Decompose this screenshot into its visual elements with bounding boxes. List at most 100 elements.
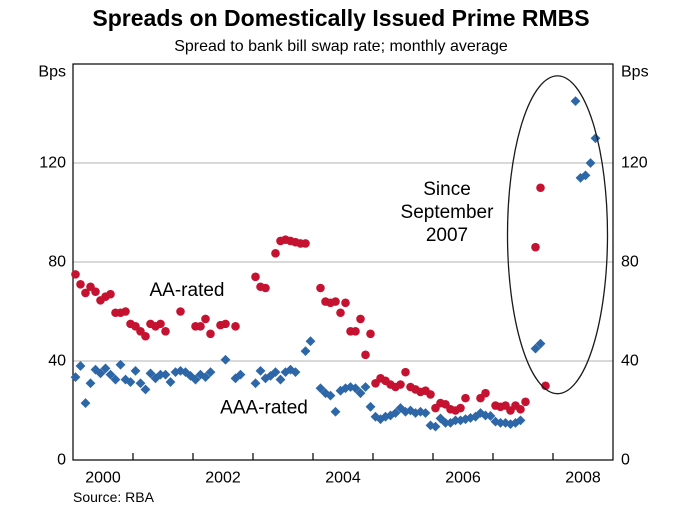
data-point bbox=[531, 242, 540, 252]
data-point bbox=[345, 382, 356, 392]
data-point bbox=[275, 374, 286, 385]
data-point bbox=[100, 363, 111, 374]
data-point bbox=[156, 319, 165, 329]
data-point bbox=[440, 417, 451, 428]
data-point bbox=[361, 350, 370, 360]
y-tick-label: 80 bbox=[621, 254, 639, 271]
data-point bbox=[485, 411, 496, 421]
data-point bbox=[81, 288, 90, 298]
y-tick-label: 40 bbox=[48, 353, 66, 370]
data-point bbox=[235, 369, 246, 380]
data-point bbox=[250, 378, 261, 389]
data-point bbox=[366, 329, 375, 339]
data-point bbox=[315, 383, 326, 394]
data-point bbox=[530, 343, 541, 354]
data-point bbox=[145, 368, 156, 379]
y-tick-label: 0 bbox=[57, 452, 66, 469]
y-axis-unit-right: Bps bbox=[621, 64, 649, 81]
data-point bbox=[231, 322, 240, 331]
annotation-line-1: Since bbox=[423, 179, 471, 200]
data-point bbox=[500, 417, 511, 428]
data-point bbox=[305, 336, 316, 347]
data-point bbox=[570, 96, 581, 107]
source-note: Source: RBA bbox=[73, 489, 155, 505]
data-point bbox=[385, 410, 396, 421]
aaa-rated-points bbox=[70, 96, 601, 432]
data-point bbox=[105, 369, 116, 380]
annotation-since-september-2007: Since September 2007 bbox=[401, 179, 495, 246]
data-point bbox=[515, 415, 526, 426]
data-point bbox=[426, 390, 435, 399]
data-point bbox=[420, 408, 431, 418]
series-label-aa-rated: AA-rated bbox=[150, 280, 225, 301]
aa-rated-points bbox=[71, 183, 550, 415]
data-point bbox=[165, 377, 176, 387]
data-point bbox=[316, 283, 325, 293]
data-point bbox=[370, 411, 381, 422]
data-point bbox=[140, 384, 151, 395]
data-point bbox=[190, 374, 201, 385]
data-point bbox=[535, 338, 546, 349]
plot-border bbox=[72, 63, 614, 461]
data-point bbox=[495, 417, 506, 428]
data-point bbox=[200, 372, 211, 382]
data-point bbox=[330, 406, 341, 417]
data-point bbox=[396, 380, 405, 389]
x-year-label: 2000 bbox=[85, 470, 121, 487]
data-point bbox=[155, 369, 166, 380]
ellipse-outline bbox=[506, 75, 609, 395]
x-year-labels: 2000 2002 2004 2006 2008 bbox=[85, 470, 601, 487]
data-point bbox=[585, 158, 596, 168]
y-tick-labels-right: 0 40 80 120 bbox=[621, 155, 648, 469]
data-point bbox=[125, 377, 136, 387]
y-axis-unit-left: Bps bbox=[38, 64, 66, 81]
chart-title: Spreads on Domestically Issued Prime RMB… bbox=[92, 5, 589, 31]
data-point bbox=[430, 421, 441, 432]
data-point bbox=[336, 308, 345, 318]
data-point bbox=[301, 239, 310, 248]
data-point bbox=[115, 359, 126, 370]
data-point bbox=[461, 393, 470, 403]
data-point bbox=[205, 367, 216, 378]
data-point bbox=[221, 319, 230, 329]
data-point bbox=[360, 382, 371, 392]
data-point bbox=[445, 417, 456, 428]
data-points bbox=[70, 96, 601, 432]
data-point bbox=[356, 314, 365, 324]
data-point bbox=[176, 307, 185, 316]
data-point bbox=[70, 372, 81, 382]
x-year-label: 2006 bbox=[445, 470, 481, 487]
data-point bbox=[160, 369, 171, 380]
data-point bbox=[120, 374, 131, 385]
data-point bbox=[300, 346, 311, 356]
data-point bbox=[516, 404, 525, 414]
data-point bbox=[470, 411, 481, 422]
x-year-label: 2004 bbox=[325, 470, 361, 487]
data-point bbox=[355, 388, 366, 399]
data-point bbox=[405, 405, 416, 416]
data-point bbox=[71, 270, 80, 279]
data-point bbox=[415, 406, 426, 417]
data-point bbox=[365, 401, 376, 412]
data-point bbox=[251, 272, 260, 282]
data-point bbox=[261, 283, 270, 293]
data-point bbox=[580, 170, 591, 181]
data-point bbox=[270, 367, 281, 378]
data-point bbox=[351, 327, 360, 336]
data-point bbox=[130, 366, 141, 376]
x-axis-ticks bbox=[132, 453, 554, 460]
data-point bbox=[341, 298, 350, 308]
annotation-line-3: 2007 bbox=[426, 225, 468, 246]
y-tick-label: 0 bbox=[621, 452, 630, 469]
data-point bbox=[95, 368, 106, 379]
data-point bbox=[206, 329, 215, 339]
data-point bbox=[450, 415, 461, 426]
data-point bbox=[331, 297, 340, 306]
gridlines bbox=[73, 162, 613, 362]
data-point bbox=[390, 408, 401, 418]
data-point bbox=[280, 367, 291, 378]
plot-frame bbox=[72, 63, 614, 461]
data-point bbox=[76, 279, 85, 289]
data-point bbox=[290, 367, 301, 378]
